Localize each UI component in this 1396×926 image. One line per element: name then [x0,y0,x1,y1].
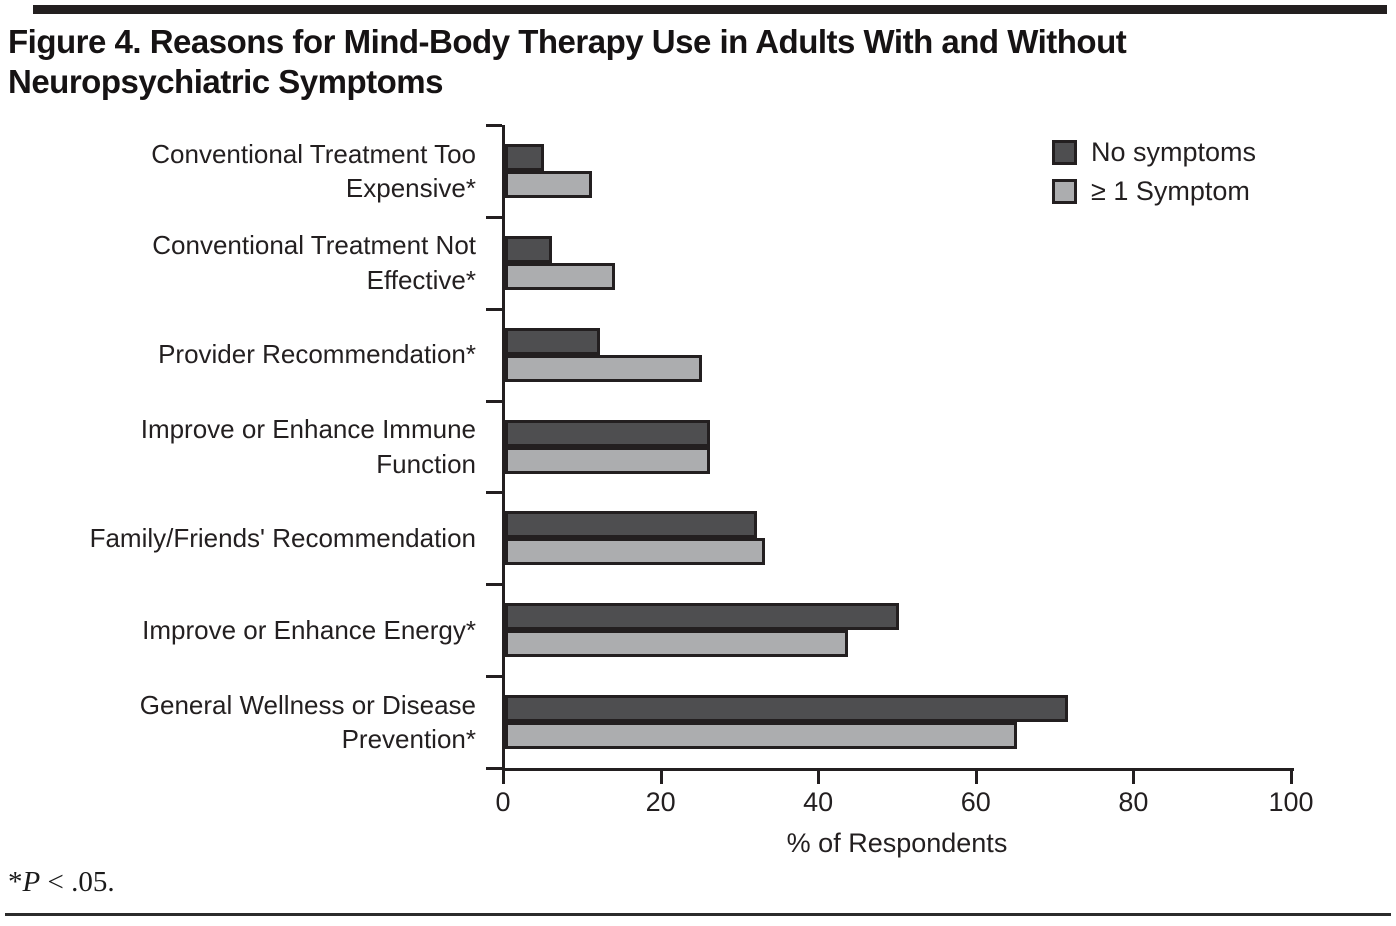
x-tick-mark [1290,771,1293,784]
bar-group [505,401,1293,493]
category-label: Provider Recommendation* [158,339,476,370]
category-label-cell: Improve or Enhance Immune Function [0,401,489,493]
x-tick-mark [1132,771,1136,784]
y-tick-mark [486,583,502,587]
category-label: Family/Friends' Recommendation [89,523,476,554]
bar-no-symptoms [505,235,553,263]
bar-group [505,676,1293,768]
bar-ge1-symptom [505,446,710,474]
category-label-cell: Provider Recommendation* [0,309,489,401]
bar-ge1-symptom [505,262,616,290]
x-tick-label: 80 [1118,787,1149,817]
x-tick-mark [974,771,978,784]
category-label: Improve or Enhance Immune Function [140,414,476,479]
bar-group [505,217,1293,309]
y-axis-line [502,125,505,771]
bar-no-symptoms [505,603,899,631]
bar-ge1-symptom [505,722,1018,750]
y-tick-mark [486,491,502,495]
bar-group [505,584,1293,676]
category-label-cell: Conventional Treatment Too Expensive* [0,125,489,217]
bar-no-symptoms [505,695,1069,723]
x-tick-mark [502,771,505,784]
bars-column [505,125,1293,768]
legend-item-no-symptoms: No symptoms [1052,137,1256,168]
x-tick-mark [817,771,821,784]
bottom-rule [5,913,1391,916]
bar-no-symptoms [505,144,545,171]
bar-ge1-symptom [505,171,592,198]
x-tick-label: 40 [803,787,834,817]
bar-no-symptoms [505,511,758,539]
bar-no-symptoms [505,327,600,355]
legend-swatch-ge1-symptom [1052,179,1077,204]
legend-swatch-no-symptoms [1052,140,1077,165]
category-label-cell: General Wellness or Disease Prevention* [0,676,489,768]
bar-no-symptoms [505,419,710,447]
bar-group [505,492,1293,584]
y-tick-mark [486,675,502,679]
legend-label-no-symptoms: No symptoms [1091,137,1257,167]
footnote-p: P [22,866,41,898]
x-tick-label: 0 [495,787,511,817]
legend-item-ge1-symptom: ≥ 1 Symptom [1052,176,1256,207]
significance-footnote: *P < .05. [8,866,115,899]
category-label: Improve or Enhance Energy* [142,615,476,646]
x-tick-label: 100 [1268,787,1314,817]
category-label: General Wellness or Disease Prevention* [139,689,476,755]
bar-ge1-symptom [505,354,702,382]
top-rule [33,5,1387,14]
bar-group [505,125,1293,217]
x-axis-title: % of Respondents [786,828,1008,858]
bar-ge1-symptom [505,630,848,658]
figure-title: Figure 4. Reasons for Mind-Body Therapy … [8,23,1127,101]
y-tick-mark [486,399,502,403]
footnote-threshold: < .05. [40,866,115,898]
x-axis-line [502,768,1294,771]
legend-label-ge1-symptom: ≥ 1 Symptom [1091,176,1250,206]
legend: No symptoms ≥ 1 Symptom [1052,137,1256,215]
category-label-cell: Conventional Treatment Not Effective* [0,217,489,309]
x-tick-label: 60 [960,787,991,817]
x-tick-label: 20 [645,787,676,817]
y-tick-mark [486,767,502,770]
category-label: Conventional Treatment Not Effective* [152,230,476,295]
footnote-asterisk: * [8,866,23,898]
bar-group [505,309,1293,401]
category-label-cell: Family/Friends' Recommendation [0,492,489,584]
y-axis-ticks [486,124,502,770]
y-tick-mark [486,124,502,127]
category-label: Conventional Treatment Too Expensive* [151,138,476,203]
bar-ge1-symptom [505,538,766,566]
y-tick-mark [486,307,502,311]
category-labels-column: Conventional Treatment Too Expensive* Con… [0,125,489,768]
x-axis-ticks: 0 20 40 60 80 100 [495,771,1314,831]
x-tick-mark [659,771,663,784]
category-label-cell: Improve or Enhance Energy* [0,584,489,676]
y-tick-mark [486,215,502,219]
